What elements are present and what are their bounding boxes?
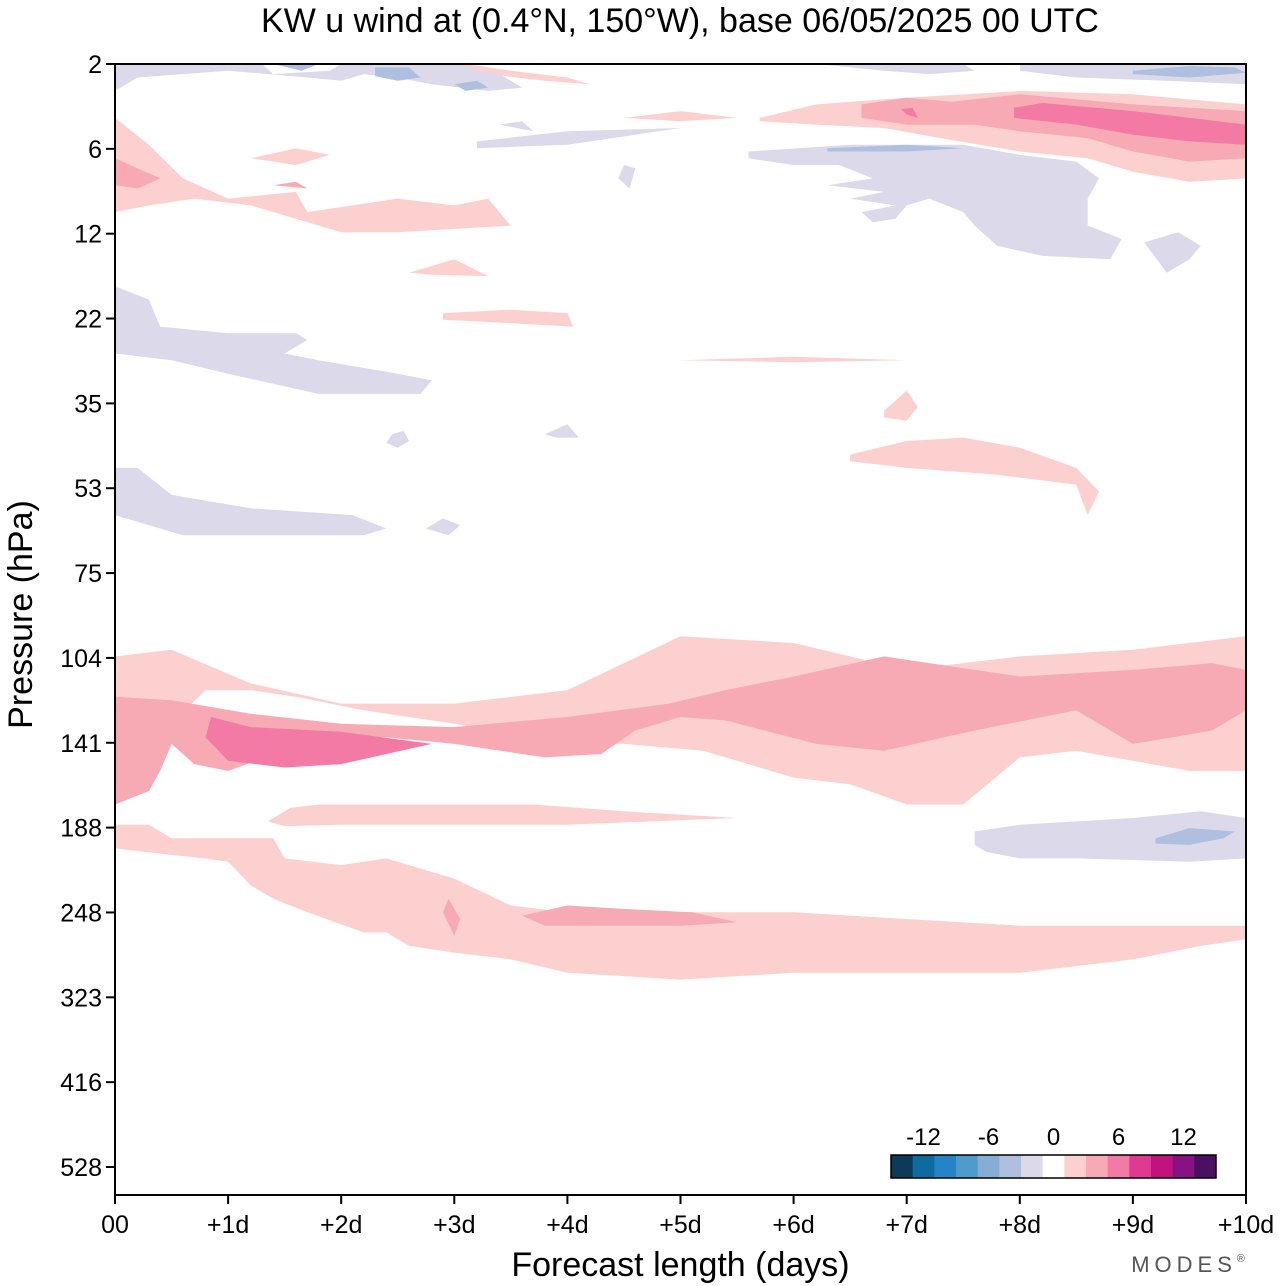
x-tick-label-9: +9d [1112,1211,1154,1239]
y-tick-label-2: 12 [74,221,102,249]
y-axis-label: Pressure (hPa) [2,500,40,729]
contour-region-29 [748,144,1122,260]
contour-region-28 [901,107,918,118]
x-tick-label-10: +10d [1218,1211,1274,1239]
contour-region-37 [454,80,489,91]
x-tick-label-8: +8d [999,1211,1041,1239]
brand-name: MODES [1131,1252,1237,1277]
contour-region-27 [1014,103,1246,145]
y-tick-label-13: 528 [60,1154,102,1182]
colorbar-frame [890,1154,1217,1179]
y-tick-label-4: 35 [74,390,102,418]
colorbar-tick-label-0: -12 [906,1124,941,1151]
colorbar-legend: -12 -6 0 6 12 [890,1124,1217,1179]
contour-region-24 [624,111,738,122]
contour-region-13 [544,424,579,438]
x-tick-label-0: 00 [101,1211,129,1239]
contour-region-41 [1144,232,1201,273]
contour-region-35 [273,64,319,71]
y-tick-label-9: 188 [60,815,102,843]
colorbar-swatch-10 [1107,1155,1130,1178]
contour-region-9 [115,467,387,536]
colorbar-swatch-13 [1172,1155,1195,1178]
colorbar-swatch-11 [1129,1155,1152,1178]
contour-region-31 [476,128,681,149]
contour-region-10 [426,518,460,536]
y-tick-label-11: 323 [60,984,102,1012]
y-tick-label-1: 6 [88,136,102,164]
y-tick-label-3: 22 [74,306,102,334]
colorbar-swatch-8 [1064,1155,1087,1178]
contour-region-33 [618,165,636,189]
contour-region-38 [816,64,975,75]
contour-region-11 [115,286,432,394]
contour-region-22 [250,148,330,165]
colorbar-swatch-0 [891,1155,914,1178]
contour-region-23 [465,64,590,85]
contour-region-30 [827,144,964,152]
contour-region-2 [205,717,432,768]
contour-region-8 [1155,828,1235,845]
contour-region-6 [443,898,460,936]
y-axis: 2 6 12 22 35 53 75 104 141 188 248 323 416 528 [60,51,115,1182]
colorbar-tick-label-4: 12 [1170,1124,1197,1151]
contour-region-18 [409,259,489,277]
x-tick-label-6: +6d [772,1211,814,1239]
x-tick-label-7: +7d [885,1211,927,1239]
colorbar-swatch-9 [1086,1155,1109,1178]
x-tick-label-4: +4d [546,1211,588,1239]
colorbar-swatch-12 [1151,1155,1174,1178]
colorbar-swatch-1 [912,1155,935,1178]
y-tick-label-0: 2 [88,51,102,79]
y-tick-label-12: 416 [60,1069,102,1097]
x-axis: 00 +1d +2d +3d +4d +5d +6d +7d +8d +9d +10d [101,1195,1274,1239]
contour-region-20 [115,158,161,189]
colorbar-tick-label-3: 6 [1112,1124,1125,1151]
x-tick-label-1: +1d [207,1211,249,1239]
contour-region-1 [115,656,1246,805]
y-tick-label-5: 53 [74,475,102,503]
contour-region-5 [522,905,738,926]
contour-region-19 [115,117,511,233]
y-tick-label-10: 248 [60,899,102,927]
contour-region-34 [115,64,523,91]
contour-region-40 [1132,66,1246,78]
contour-region-12 [386,430,410,448]
x-tick-label-2: +2d [320,1211,362,1239]
contour-region-21 [273,181,308,189]
brand-logo: MODES® [1131,1252,1250,1277]
contour-region-16 [443,309,574,327]
colorbar-tick-label-1: -6 [978,1124,999,1151]
contour-region-7 [974,811,1246,862]
contour-region-3 [115,824,1246,980]
y-tick-label-7: 104 [60,645,102,673]
plot-area [114,63,1247,1196]
brand-mark: ® [1237,1253,1250,1265]
contour-region-4 [267,804,738,827]
x-tick-label-5: +5d [659,1211,701,1239]
y-tick-label-6: 75 [74,560,102,588]
x-tick-label-3: +3d [433,1211,475,1239]
contour-region-17 [680,356,907,363]
colorbar-swatch-6 [1021,1155,1044,1178]
x-axis-label: Forecast length (days) [511,1246,849,1284]
contour-region-36 [375,67,421,81]
contour-region-26 [861,94,1246,162]
colorbar-swatch-14 [1194,1155,1217,1178]
colorbar-swatch-5 [999,1155,1022,1178]
colorbar-swatch-2 [934,1155,957,1178]
contour-regions [115,64,1246,980]
contour-region-32 [499,121,534,132]
contour-region-14 [884,390,918,421]
y-tick-label-8: 141 [60,730,102,758]
colorbar-tick-label-2: 0 [1047,1124,1060,1151]
colorbar-swatch-3 [956,1155,979,1178]
colorbar-swatch-7 [1042,1155,1065,1178]
chart-title: KW u wind at (0.4°N, 150°W), base 06/05/… [261,2,1099,40]
colorbar-swatch-4 [977,1155,1000,1178]
contour-region-15 [850,437,1099,516]
